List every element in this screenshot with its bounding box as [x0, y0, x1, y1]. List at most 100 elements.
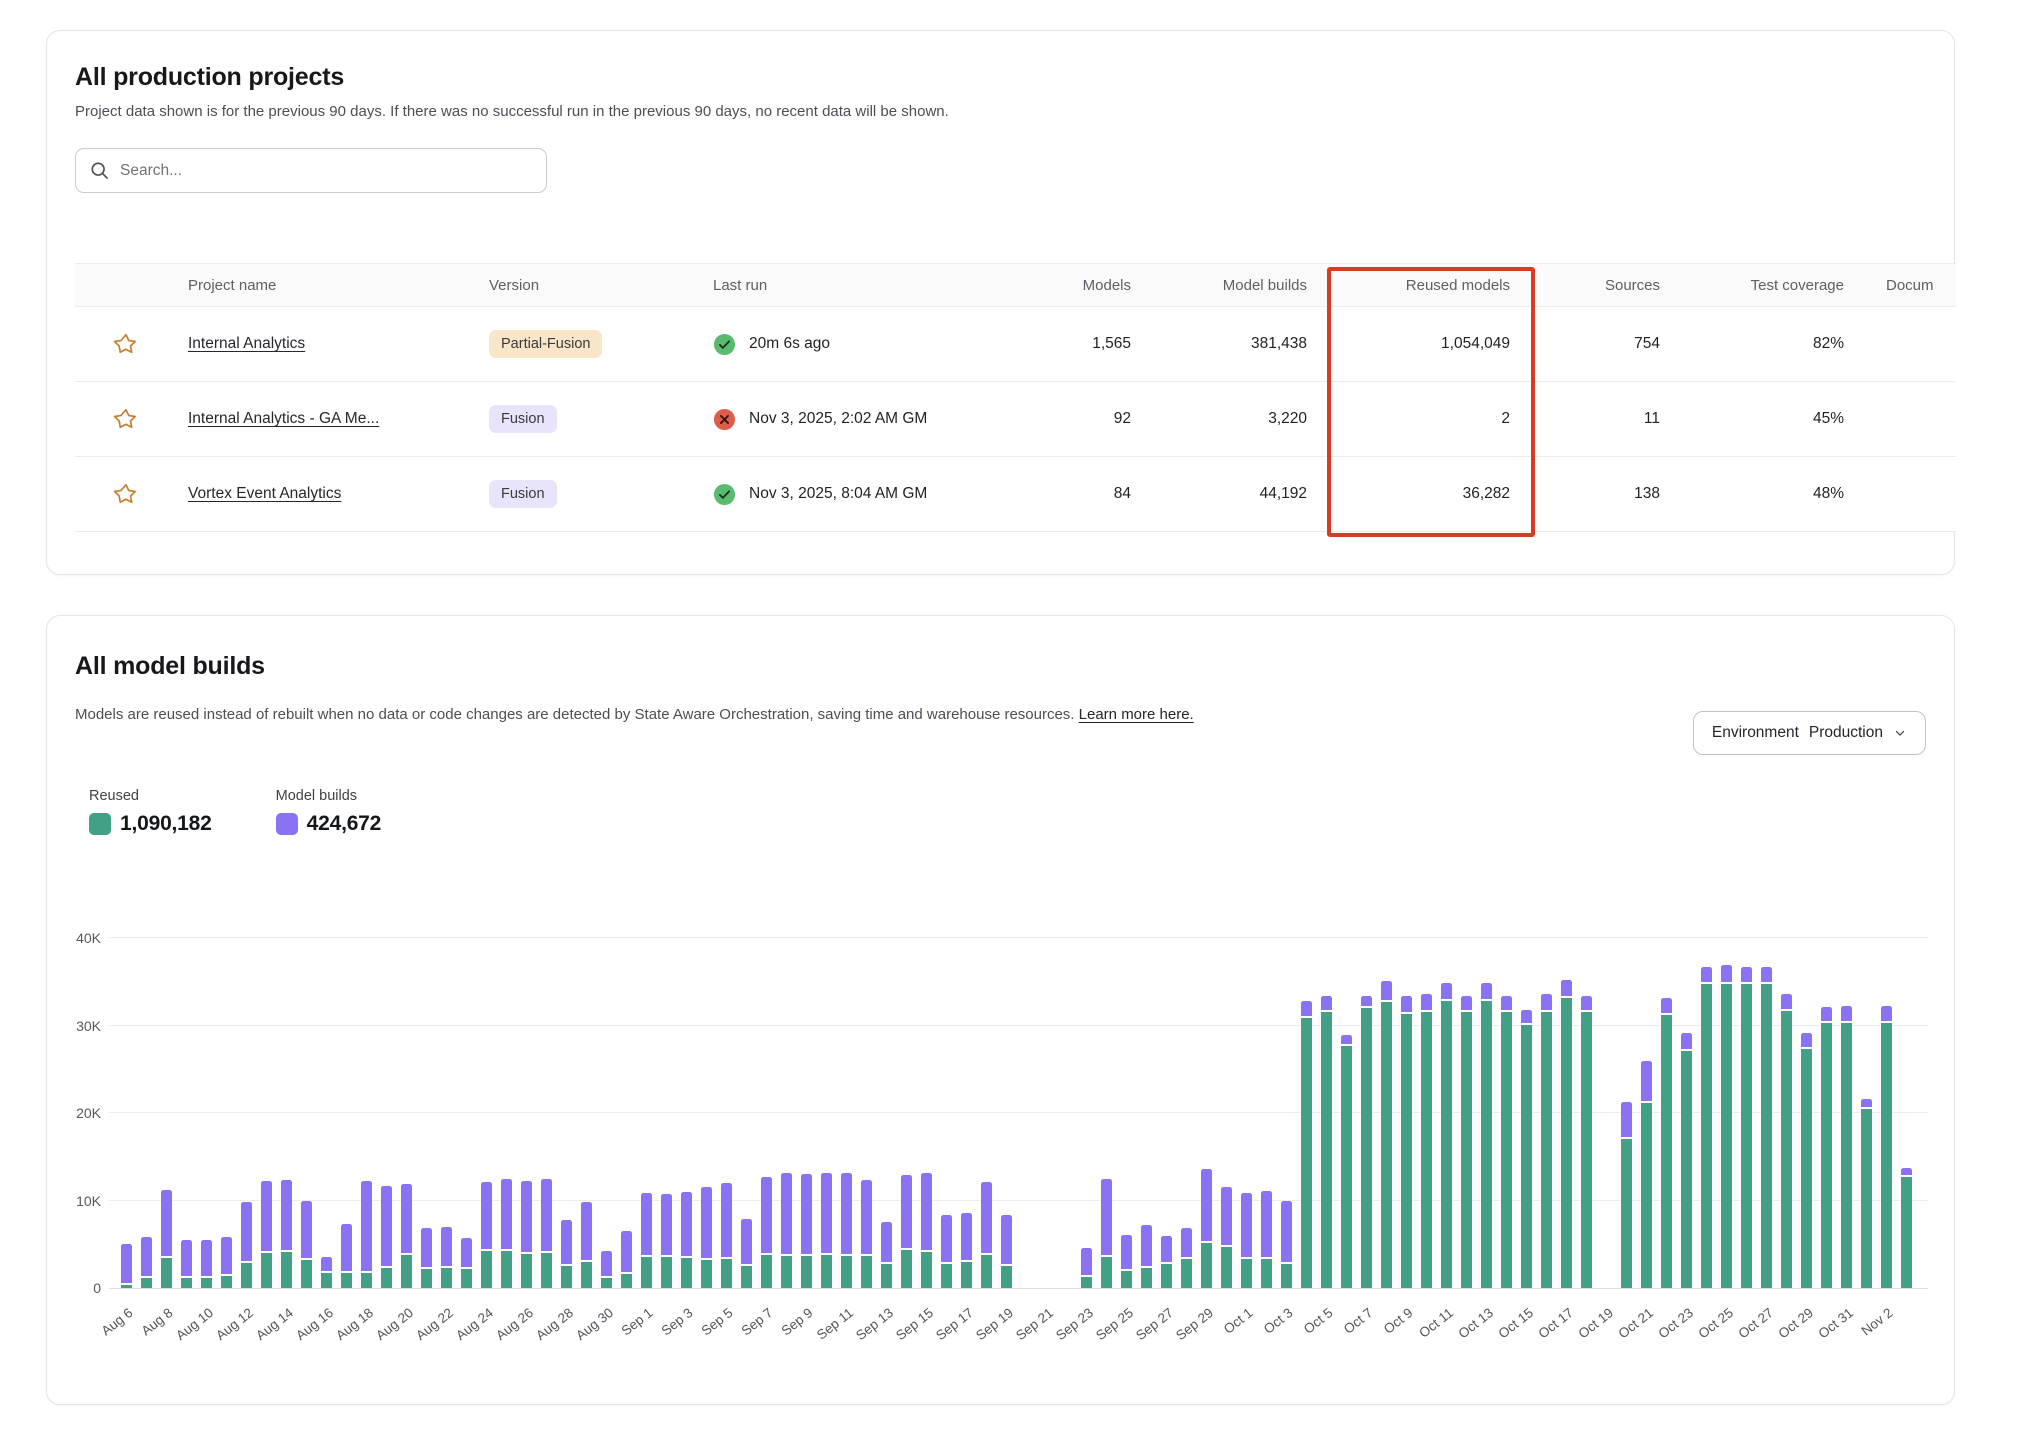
bar-segment-reused[interactable]	[1781, 1011, 1792, 1288]
bar-segment-model-builds[interactable]	[761, 1177, 772, 1253]
bar-segment-model-builds[interactable]	[1841, 1006, 1852, 1021]
bar-segment-model-builds[interactable]	[741, 1219, 752, 1264]
bar-segment-reused[interactable]	[721, 1259, 732, 1288]
bar-segment-model-builds[interactable]	[1481, 983, 1492, 999]
bar-segment-reused[interactable]	[1101, 1257, 1112, 1289]
search-input[interactable]	[120, 162, 532, 180]
bar-segment-model-builds[interactable]	[221, 1237, 232, 1274]
bar-segment-reused[interactable]	[1401, 1014, 1412, 1288]
bar-segment-model-builds[interactable]	[1401, 996, 1412, 1012]
bar-segment-model-builds[interactable]	[781, 1173, 792, 1254]
bar-segment-model-builds[interactable]	[181, 1240, 192, 1277]
bar-segment-reused[interactable]	[221, 1276, 232, 1288]
bar-segment-reused[interactable]	[541, 1253, 552, 1288]
bar-segment-model-builds[interactable]	[121, 1244, 132, 1283]
bar-segment-model-builds[interactable]	[1661, 998, 1672, 1014]
bar-segment-model-builds[interactable]	[1101, 1179, 1112, 1255]
bar-segment-reused[interactable]	[861, 1256, 872, 1288]
bar-segment-model-builds[interactable]	[201, 1240, 212, 1277]
bar-segment-reused[interactable]	[941, 1264, 952, 1289]
bar-segment-model-builds[interactable]	[1721, 965, 1732, 981]
bar-segment-model-builds[interactable]	[1081, 1248, 1092, 1275]
bar-segment-reused[interactable]	[701, 1260, 712, 1288]
bar-segment-model-builds[interactable]	[481, 1182, 492, 1249]
bar-segment-reused[interactable]	[321, 1273, 332, 1288]
bar-segment-model-builds[interactable]	[1701, 967, 1712, 983]
favorite-star-cell[interactable]	[75, 331, 156, 357]
bar-segment-reused[interactable]	[1001, 1266, 1012, 1288]
bar-segment-model-builds[interactable]	[1001, 1215, 1012, 1264]
bar-segment-model-builds[interactable]	[681, 1192, 692, 1257]
bar-segment-model-builds[interactable]	[1761, 967, 1772, 983]
bar-segment-model-builds[interactable]	[241, 1202, 252, 1260]
bar-segment-model-builds[interactable]	[641, 1193, 652, 1256]
bar-segment-reused[interactable]	[661, 1257, 672, 1288]
bar-segment-model-builds[interactable]	[1441, 983, 1452, 999]
column-header-version[interactable]: Version	[461, 277, 691, 294]
bar-segment-reused[interactable]	[121, 1285, 132, 1288]
bar-segment-reused[interactable]	[601, 1278, 612, 1288]
bar-segment-model-builds[interactable]	[461, 1238, 472, 1267]
bar-segment-reused[interactable]	[1421, 1012, 1432, 1288]
bar-segment-model-builds[interactable]	[981, 1182, 992, 1253]
bar-segment-model-builds[interactable]	[701, 1187, 712, 1258]
bar-segment-model-builds[interactable]	[441, 1227, 452, 1266]
column-header-test-coverage[interactable]: Test coverage	[1670, 277, 1854, 294]
bar-segment-model-builds[interactable]	[1901, 1168, 1912, 1175]
bar-segment-model-builds[interactable]	[1561, 980, 1572, 996]
bar-segment-model-builds[interactable]	[1381, 981, 1392, 1000]
bar-segment-reused[interactable]	[1281, 1264, 1292, 1288]
bar-segment-reused[interactable]	[521, 1254, 532, 1288]
bar-segment-model-builds[interactable]	[321, 1257, 332, 1272]
bar-segment-reused[interactable]	[1761, 984, 1772, 1288]
bar-segment-model-builds[interactable]	[561, 1220, 572, 1264]
bar-segment-reused[interactable]	[261, 1253, 272, 1288]
bar-segment-model-builds[interactable]	[1641, 1061, 1652, 1100]
bar-segment-model-builds[interactable]	[1581, 996, 1592, 1010]
bar-segment-model-builds[interactable]	[821, 1173, 832, 1253]
bar-segment-reused[interactable]	[641, 1257, 652, 1288]
bar-segment-model-builds[interactable]	[961, 1213, 972, 1260]
bar-segment-model-builds[interactable]	[381, 1186, 392, 1266]
bar-segment-model-builds[interactable]	[541, 1179, 552, 1251]
bar-segment-model-builds[interactable]	[861, 1180, 872, 1254]
column-header-model-builds[interactable]: Model builds	[1131, 277, 1317, 294]
bar-segment-reused[interactable]	[921, 1252, 932, 1288]
bar-segment-reused[interactable]	[301, 1260, 312, 1288]
bar-segment-model-builds[interactable]	[801, 1174, 812, 1253]
bar-segment-reused[interactable]	[1581, 1012, 1592, 1289]
bar-segment-model-builds[interactable]	[1521, 1010, 1532, 1023]
bar-segment-model-builds[interactable]	[1621, 1102, 1632, 1138]
bar-segment-model-builds[interactable]	[661, 1194, 672, 1256]
bar-segment-reused[interactable]	[821, 1255, 832, 1288]
bar-segment-model-builds[interactable]	[1221, 1187, 1232, 1245]
bar-segment-reused[interactable]	[401, 1255, 412, 1288]
star-icon[interactable]	[113, 331, 139, 357]
bar-segment-reused[interactable]	[1681, 1051, 1692, 1288]
learn-more-link[interactable]: Learn more here.	[1079, 706, 1194, 723]
bar-segment-reused[interactable]	[461, 1269, 472, 1288]
bar-segment-model-builds[interactable]	[421, 1228, 432, 1267]
bar-segment-reused[interactable]	[1561, 998, 1572, 1288]
bar-segment-reused[interactable]	[1081, 1277, 1092, 1288]
bar-segment-reused[interactable]	[1881, 1023, 1892, 1288]
bar-segment-reused[interactable]	[481, 1251, 492, 1288]
bar-segment-reused[interactable]	[1221, 1247, 1232, 1288]
project-name-link[interactable]: Internal Analytics	[188, 335, 305, 352]
bar-segment-reused[interactable]	[1341, 1046, 1352, 1288]
bar-segment-model-builds[interactable]	[601, 1251, 612, 1276]
environment-select[interactable]: Environment Production	[1693, 711, 1926, 755]
bar-segment-reused[interactable]	[1521, 1025, 1532, 1288]
bar-segment-model-builds[interactable]	[1821, 1007, 1832, 1021]
star-icon[interactable]	[113, 406, 139, 432]
bar-segment-reused[interactable]	[961, 1262, 972, 1288]
bar-segment-reused[interactable]	[201, 1278, 212, 1288]
bar-segment-reused[interactable]	[1261, 1259, 1272, 1288]
bar-segment-reused[interactable]	[1361, 1008, 1372, 1288]
bar-segment-model-builds[interactable]	[1301, 1001, 1312, 1016]
bar-segment-reused[interactable]	[1121, 1271, 1132, 1288]
bar-segment-model-builds[interactable]	[261, 1181, 272, 1251]
bar-segment-reused[interactable]	[281, 1252, 292, 1288]
bar-segment-model-builds[interactable]	[361, 1181, 372, 1271]
bar-segment-reused[interactable]	[841, 1256, 852, 1288]
